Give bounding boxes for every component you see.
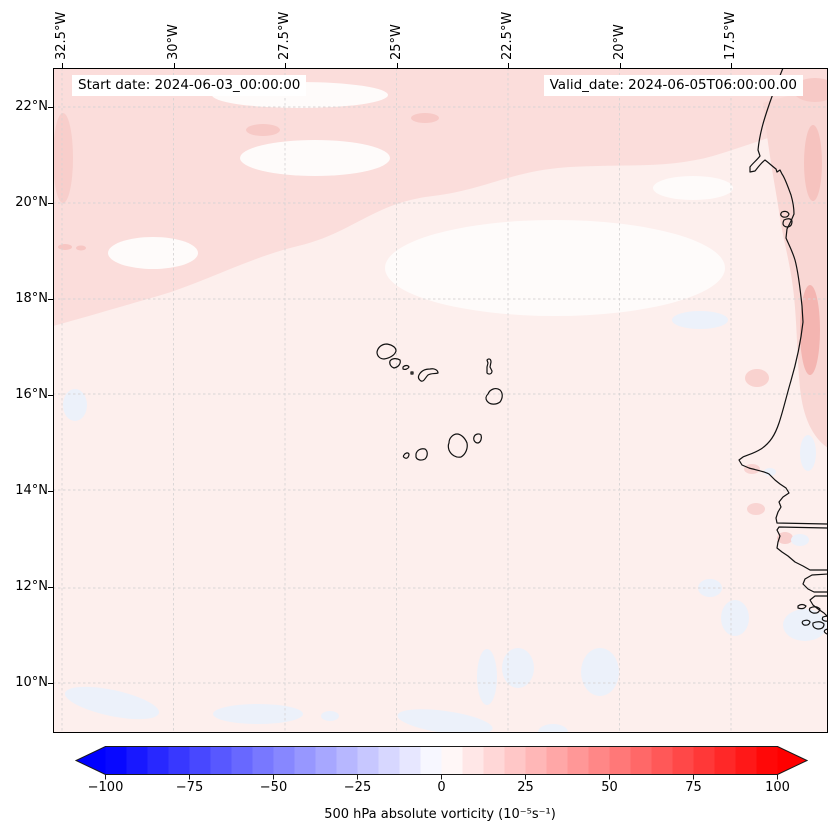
lon-tick-label: 30°W (166, 24, 181, 60)
lon-tick-mark (62, 63, 63, 68)
lon-tick-mark (620, 63, 621, 68)
colorbar-segment (105, 746, 127, 775)
colorbar-segment (588, 746, 610, 775)
colorbar-segment (231, 746, 253, 775)
lon-tick-mark (285, 63, 286, 68)
lon-tick-label: 27.5°W (277, 11, 292, 60)
lat-tick-label: 12°N (15, 579, 48, 594)
lat-tick-mark (48, 299, 53, 300)
colorbar-segment (357, 746, 379, 775)
colorbar-tick-label: −25 (343, 780, 372, 795)
colorbar-outline (74, 746, 808, 775)
colorbar-segment (672, 746, 694, 775)
colorbar-tick-label: 0 (437, 780, 446, 795)
colorbar-tick-label: −50 (259, 780, 288, 795)
lon-tick-label: 32.5°W (54, 11, 69, 60)
colorbar-segment (525, 746, 547, 775)
colorbar-segment (273, 746, 295, 775)
lat-tick-mark (48, 107, 53, 108)
colorbar-segment (462, 746, 484, 775)
lon-tick-label: 20°W (612, 24, 627, 60)
colorbar-tick-label: −100 (87, 780, 124, 795)
colorbar-label: 500 hPa absolute vorticity (10⁻⁵s⁻¹) (324, 807, 556, 822)
lat-tick-mark (48, 587, 53, 588)
colorbar-segment (189, 746, 211, 775)
colorbar-segment (693, 746, 715, 775)
colorbar-tick-label: 100 (765, 780, 790, 795)
colorbar-segment (420, 746, 442, 775)
lat-tick-mark (48, 683, 53, 684)
lon-tick-mark (508, 63, 509, 68)
colorbar-over-arrow (777, 746, 807, 775)
colorbar-segment (567, 746, 589, 775)
lat-tick-label: 18°N (15, 291, 48, 306)
colorbar-segment (378, 746, 400, 775)
lon-tick-mark (174, 63, 175, 68)
colorbar-segment (126, 746, 148, 775)
colorbar-segment (630, 746, 652, 775)
colorbar-segment (315, 746, 337, 775)
colorbar-segment (294, 746, 316, 775)
colorbar-segment (609, 746, 631, 775)
colorbar-tick-label: 25 (517, 780, 534, 795)
colorbar-segment (210, 746, 232, 775)
lat-tick-label: 16°N (15, 387, 48, 402)
lat-tick-label: 20°N (15, 195, 48, 210)
colorbar-segment (441, 746, 463, 775)
colorbar-tick-label: 75 (685, 780, 702, 795)
colorbar-segment (546, 746, 568, 775)
lon-tick-label: 17.5°W (723, 11, 738, 60)
map-canvas (54, 69, 827, 732)
graticule (54, 69, 827, 732)
lat-tick-label: 10°N (15, 675, 48, 690)
lat-tick-mark (48, 203, 53, 204)
colorbar (74, 746, 808, 780)
colorbar-segment (252, 746, 274, 775)
colorbar-segment (714, 746, 736, 775)
colorbar-segment (504, 746, 526, 775)
colorbar-segment (756, 746, 778, 775)
colorbar-tick-label: −75 (175, 780, 204, 795)
colorbar-segment (336, 746, 358, 775)
lon-tick-mark (397, 63, 398, 68)
lon-tick-label: 22.5°W (500, 11, 515, 60)
cape-verde-islands (376, 343, 503, 461)
colorbar-under-arrow (76, 746, 106, 775)
lon-tick-mark (731, 63, 732, 68)
lat-tick-label: 22°N (15, 99, 48, 114)
valid-date-label: Valid_date: 2024-06-05T06:00:00.00 (543, 75, 803, 96)
start-date-label: Start date: 2024-06-03_00:00:00 (72, 75, 307, 96)
map-axes: Start date: 2024-06-03_00:00:00 Valid_da… (53, 68, 828, 733)
colorbar-segment (168, 746, 190, 775)
colorbar-segment (651, 746, 673, 775)
colorbar-tick-label: 50 (601, 780, 618, 795)
lon-tick-label: 25°W (389, 24, 404, 60)
lat-tick-mark (48, 491, 53, 492)
vorticity-field (54, 69, 827, 732)
lat-tick-mark (48, 395, 53, 396)
colorbar-segment (147, 746, 169, 775)
colorbar-segment (735, 746, 757, 775)
coastlines (738, 69, 827, 635)
colorbar-segment (483, 746, 505, 775)
colorbar-segment (399, 746, 421, 775)
lat-tick-label: 14°N (15, 483, 48, 498)
